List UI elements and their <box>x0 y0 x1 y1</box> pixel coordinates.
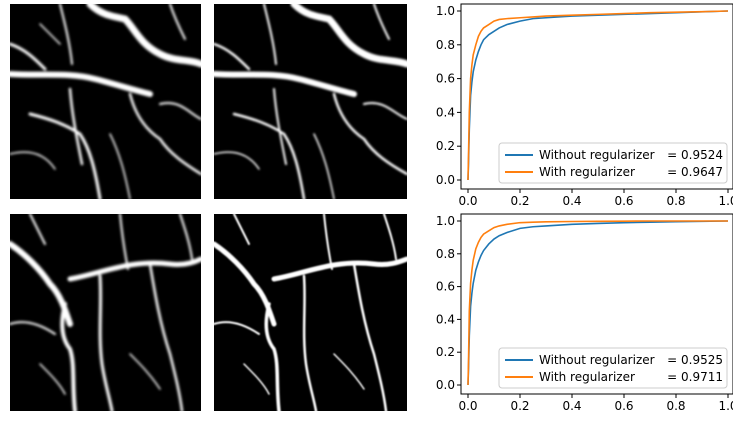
y-tick-label: 0.4 <box>436 105 455 119</box>
x-tick-label: 0.2 <box>510 194 529 208</box>
roc-plot-1: 0.0 0.2 0.4 0.6 0.8 1.0 0.0 0.2 0.4 0.6 0.8 1.0 With… <box>436 3 733 208</box>
roc-line-without-regularizer <box>467 220 729 386</box>
roc-line-with-regularizer <box>467 220 728 386</box>
x-tick-label: 0.6 <box>614 194 633 208</box>
legend-score: = 0.9711 <box>667 370 723 384</box>
legend-label: With regularizer <box>539 370 635 384</box>
x-tick-label: 1.0 <box>718 399 733 413</box>
roc-line-without-regularizer <box>467 10 729 181</box>
y-tick-label: 0.6 <box>436 72 455 86</box>
x-tick-label: 0.4 <box>562 399 581 413</box>
legend-box <box>498 347 728 389</box>
legend-score: = 0.9647 <box>667 165 723 179</box>
y-tick-label: 0.4 <box>436 312 455 326</box>
x-tick-label: 0.0 <box>458 399 477 413</box>
vessel-map-bottom-right <box>214 214 407 411</box>
y-tick-label: 0.6 <box>436 280 455 294</box>
legend-score: = 0.9524 <box>667 148 723 162</box>
y-tick-label: 0.2 <box>436 345 455 359</box>
x-tick-label: 0.6 <box>614 399 633 413</box>
legend-box <box>498 142 728 184</box>
y-tick-label: 1.0 <box>436 4 455 18</box>
roc-plot-2: 0.0 0.2 0.4 0.6 0.8 1.0 0.0 0.2 0.4 0.6 0.8 1.0 With… <box>436 213 733 413</box>
x-tick-label: 0.8 <box>666 194 685 208</box>
legend-label: Without regularizer <box>539 148 655 162</box>
vessel-map-top-right <box>214 4 407 199</box>
vessel-map-top-left <box>10 4 201 199</box>
y-tick-label: 1.0 <box>436 214 455 228</box>
y-tick-label: 0.8 <box>436 38 455 52</box>
x-tick-label: 1.0 <box>718 194 733 208</box>
y-tick-label: 0.0 <box>436 173 455 187</box>
x-tick-label: 0.8 <box>666 399 685 413</box>
roc-line-with-regularizer <box>467 10 729 181</box>
vessel-map-bottom-left <box>10 214 201 411</box>
legend-label: Without regularizer <box>539 353 655 367</box>
legend-label: With regularizer <box>539 165 635 179</box>
y-tick-label: 0.2 <box>436 139 455 153</box>
x-tick-label: 0.0 <box>458 194 477 208</box>
y-tick-label: 0.8 <box>436 247 455 261</box>
x-tick-label: 0.4 <box>562 194 581 208</box>
x-tick-label: 0.2 <box>510 399 529 413</box>
legend-score: = 0.9525 <box>667 353 723 367</box>
y-tick-label: 0.0 <box>436 378 455 392</box>
